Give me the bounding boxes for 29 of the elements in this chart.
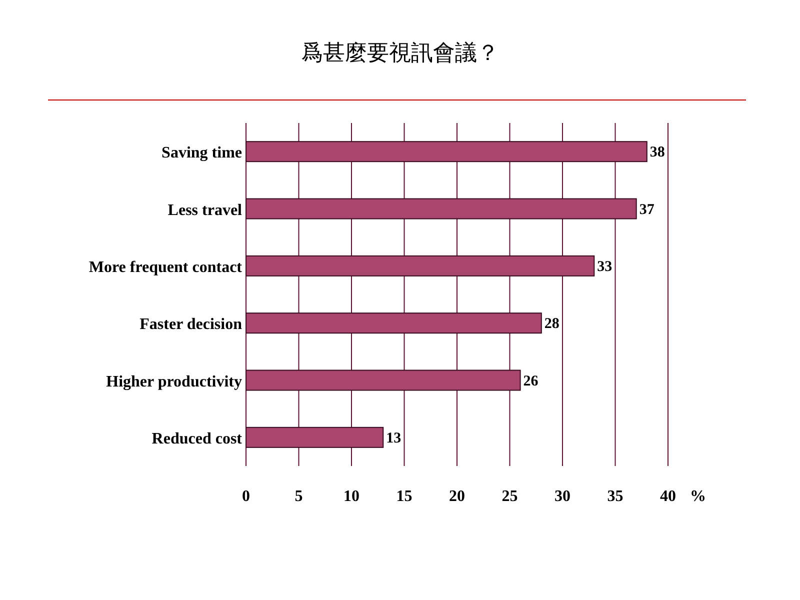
x-axis-title: % xyxy=(690,488,706,505)
x-tick-label: 40 xyxy=(660,488,676,505)
bar xyxy=(246,370,521,391)
x-tick-label: 20 xyxy=(449,488,465,505)
x-tick-label: 25 xyxy=(502,488,518,505)
data-label: 13 xyxy=(386,430,402,446)
bar xyxy=(246,312,542,334)
y-tick-label: Higher productivity xyxy=(106,373,242,390)
bar xyxy=(246,198,637,220)
x-tick-label: 35 xyxy=(607,488,624,505)
chart-title: 爲甚麼要視訊會議？ xyxy=(301,40,499,65)
y-tick-label: Saving time xyxy=(162,144,242,162)
bar xyxy=(246,255,595,276)
y-tick-label: Reduced cost xyxy=(152,430,243,448)
data-label: 38 xyxy=(650,144,665,161)
data-label: 26 xyxy=(523,373,539,390)
x-tick-label: 15 xyxy=(396,488,412,505)
y-tick-label: Less travel xyxy=(168,202,243,219)
data-label: 37 xyxy=(639,202,655,218)
x-tick-label: 0 xyxy=(242,488,250,505)
x-tick-label: 5 xyxy=(294,488,303,505)
x-tick-label: 10 xyxy=(344,488,360,505)
data-label: 33 xyxy=(597,258,612,275)
bar xyxy=(246,141,648,162)
bar xyxy=(246,426,384,448)
data-label: 28 xyxy=(544,316,560,332)
x-tick-label: 30 xyxy=(554,488,570,505)
y-tick-label: More frequent contact xyxy=(88,258,243,276)
y-tick-label: Faster decision xyxy=(140,316,242,334)
